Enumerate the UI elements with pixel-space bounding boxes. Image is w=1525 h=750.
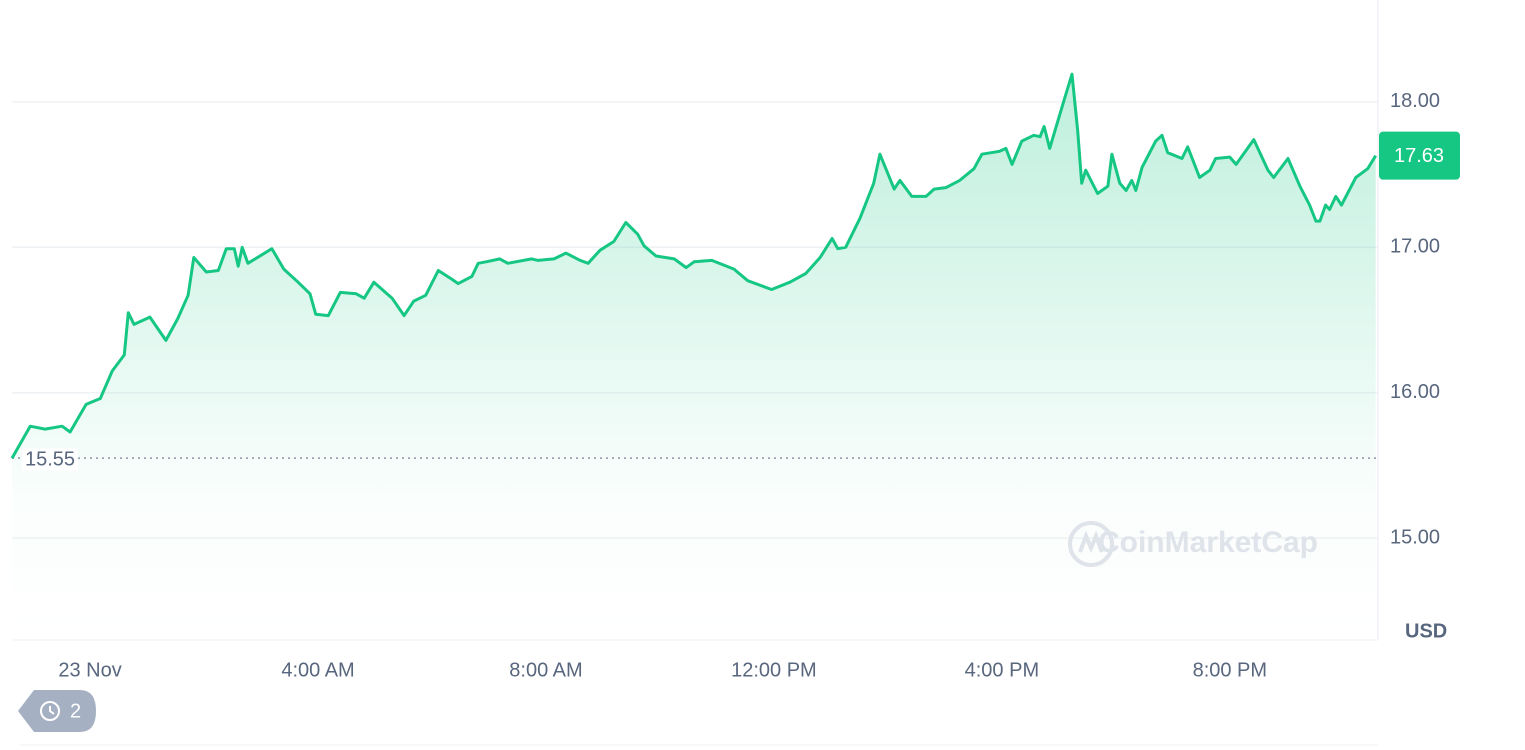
x-tick-label: 8:00 AM	[509, 659, 582, 681]
watermark-logo	[1068, 521, 1114, 567]
last-price-label: 17.63	[1394, 145, 1444, 167]
history-count[interactable]: 2	[70, 700, 81, 722]
last-price-tag	[1379, 131, 1460, 180]
x-tick-label: 4:00 AM	[281, 659, 354, 681]
y-unit: USD	[1405, 620, 1447, 642]
y-tick-label: 16.00	[1390, 381, 1440, 403]
open-price-label-bg	[22, 448, 79, 471]
history-badge[interactable]: 2	[18, 690, 96, 732]
x-tick-label: 23 Nov	[58, 659, 121, 681]
y-tick-label: 17.00	[1390, 236, 1440, 258]
x-tick-label: 4:00 PM	[965, 659, 1039, 681]
price-line	[10, 72, 1377, 459]
y-tick-label: 18.00	[1390, 90, 1440, 112]
x-tick-label: 8:00 PM	[1193, 659, 1267, 681]
x-tick-label: 12:00 PM	[731, 659, 817, 681]
y-tick-label: 15.00	[1390, 526, 1440, 548]
watermark: CoinMarketCap	[1098, 526, 1318, 559]
price-area	[12, 74, 1376, 640]
open-price-label: 15.55	[25, 448, 75, 470]
